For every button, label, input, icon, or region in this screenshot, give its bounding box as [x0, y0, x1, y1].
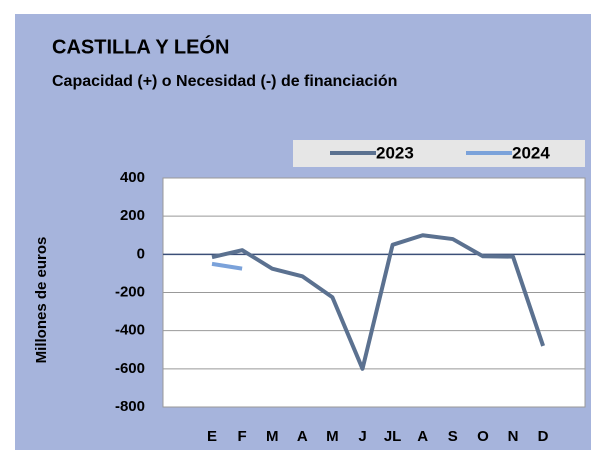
x-tick-label: O: [477, 428, 489, 445]
y-tick-label: -800: [115, 398, 145, 415]
legend-label: 2023: [376, 143, 414, 162]
y-tick-label: -600: [115, 360, 145, 377]
y-tick-label: -400: [115, 322, 145, 339]
series-line: [211, 261, 243, 271]
x-tick-label: J: [358, 428, 366, 445]
x-tick-label: A: [417, 428, 428, 445]
y-tick-label: 400: [120, 169, 145, 186]
x-tick-label: F: [238, 428, 247, 445]
x-tick-label: M: [326, 428, 339, 445]
chart-subtitle: Capacidad (+) o Necesidad (-) de financi…: [52, 73, 397, 90]
chart-title: CASTILLA Y LEÓN: [52, 34, 229, 58]
series-line: [211, 233, 545, 371]
y-axis-label: Millones de euros: [33, 237, 50, 364]
y-tick-label: 200: [120, 207, 145, 224]
x-tick-label: JL: [384, 428, 402, 445]
y-tick-label: 0: [137, 245, 145, 262]
y-tick-label: -200: [115, 283, 145, 300]
x-tick-label: N: [508, 428, 519, 445]
x-tick-label: A: [297, 428, 308, 445]
x-tick-label: M: [266, 428, 279, 445]
x-tick-label: S: [448, 428, 458, 445]
x-tick-label: E: [207, 428, 217, 445]
x-tick-label: D: [538, 428, 549, 445]
legend-label: 2024: [512, 143, 550, 162]
